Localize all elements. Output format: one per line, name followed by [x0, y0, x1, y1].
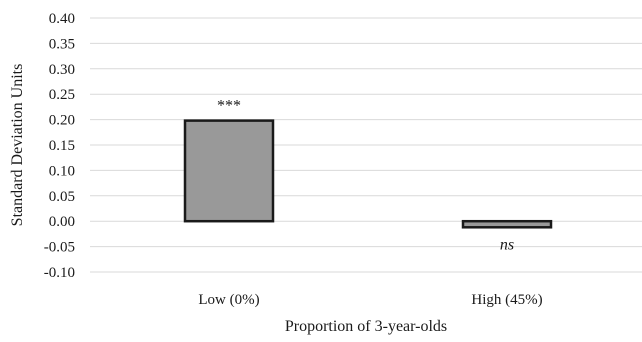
y-axis-title: Standard Deviation Units: [9, 64, 26, 227]
bar: [183, 119, 275, 223]
significance-label: ***: [217, 98, 241, 115]
y-tick-label: -0.10: [44, 265, 75, 281]
y-tick-label: 0.40: [49, 11, 75, 27]
y-tick-label: 0.25: [49, 87, 75, 103]
y-tick-label: 0.15: [49, 138, 75, 154]
y-tick-label: 0.35: [49, 36, 75, 52]
y-tick-label: -0.05: [44, 240, 75, 256]
y-tick-label: 0.05: [49, 189, 75, 205]
y-tick-label: 0.30: [49, 62, 75, 78]
x-axis-ticks: Low (0%) High (45%): [198, 292, 542, 308]
bar: [461, 219, 553, 229]
x-tick-label: High (45%): [471, 292, 542, 308]
significance-label: ns: [500, 236, 514, 253]
y-axis-ticks: 0.40 0.35 0.30 0.25 0.20 0.15 0.10 0.05 0.00 -0.0…: [44, 11, 75, 281]
y-tick-label: 0.10: [49, 163, 75, 179]
gridlines: [90, 17, 642, 273]
x-axis-title: Proportion of 3-year-olds: [285, 318, 447, 335]
x-tick-label: Low (0%): [198, 292, 259, 308]
y-tick-label: 0.20: [49, 113, 75, 129]
bars: *** ns: [183, 98, 553, 253]
y-tick-label: 0.00: [49, 214, 75, 230]
